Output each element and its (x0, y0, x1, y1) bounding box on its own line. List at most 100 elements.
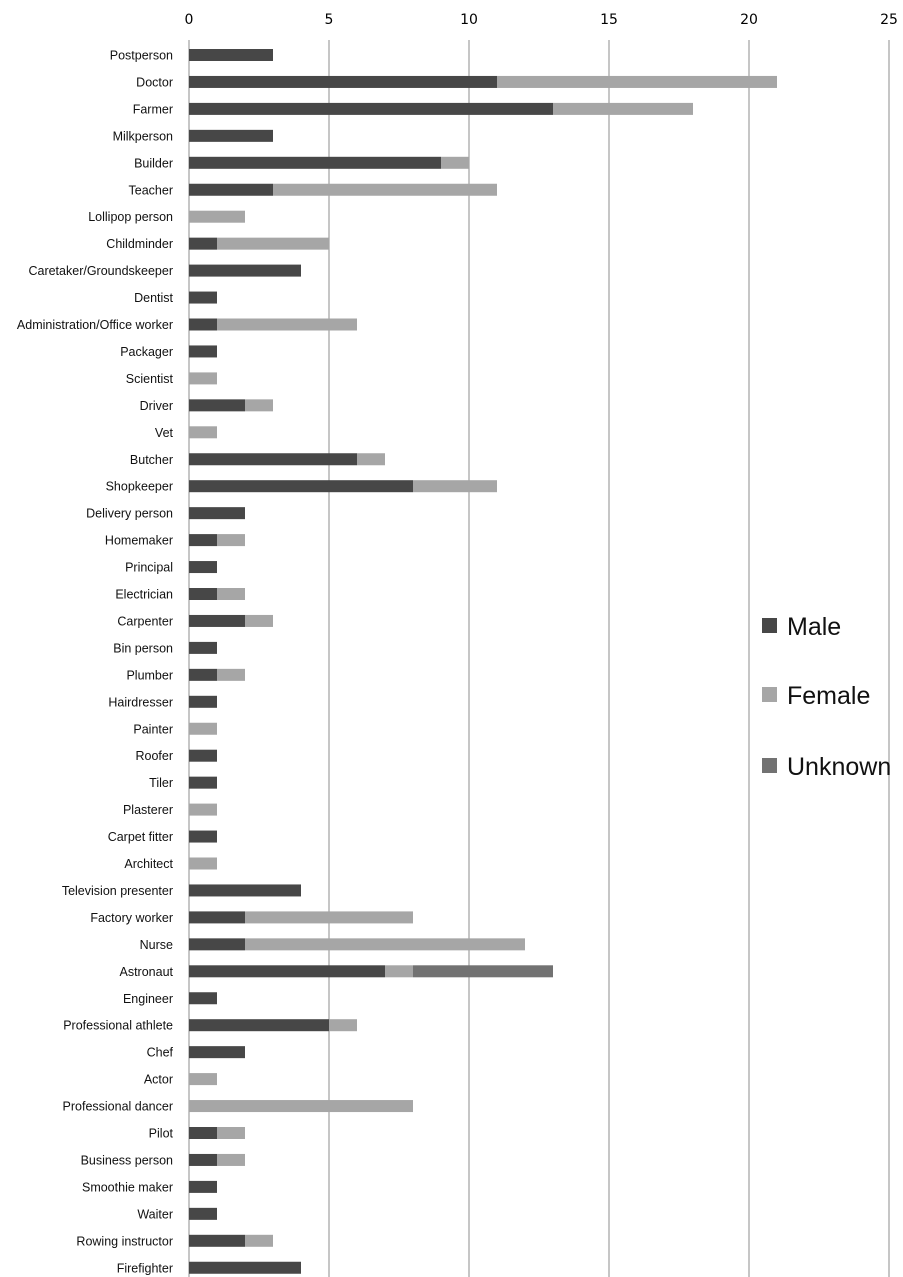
bar-segment-male (189, 884, 301, 897)
category-label: Architect (124, 857, 173, 871)
category-label: Rowing instructor (76, 1234, 173, 1248)
bar-segment-male (189, 992, 217, 1005)
bar-segment-male (189, 534, 217, 547)
bar-segment-male (189, 668, 217, 681)
legend-swatch-unknown (762, 758, 777, 773)
category-label: Scientist (126, 372, 174, 386)
x-tick-label: 5 (325, 12, 334, 28)
bar-segment-female (217, 1153, 245, 1166)
category-label: Plumber (126, 668, 173, 682)
bar-segment-male (189, 938, 245, 951)
category-label: Shopkeeper (106, 480, 173, 494)
bar-segment-male (189, 1234, 245, 1247)
bar-segment-male (189, 1127, 217, 1139)
category-label: Business person (81, 1153, 173, 1167)
category-label: Carpenter (117, 614, 173, 628)
bar-segment-female (189, 210, 245, 223)
bar-segment-male (189, 1153, 217, 1166)
bar-segment-male (189, 695, 217, 708)
category-labels: Postperson Doctor Farmer Milkperson Builder T… (17, 49, 174, 1276)
category-label: Postperson (110, 49, 173, 63)
legend-label-male: Male (787, 613, 841, 641)
category-label: Nurse (140, 938, 173, 952)
bar-segment-male (189, 614, 245, 627)
bar-segment-male (189, 1019, 329, 1032)
bar-segment-male (189, 102, 553, 115)
category-label: Professional dancer (63, 1100, 173, 1114)
category-label: Caretaker/Groundskeeper (28, 264, 173, 278)
bar-segment-female (189, 857, 217, 870)
bar-segment-male (189, 965, 385, 978)
legend-label-unknown: Unknown (787, 753, 891, 781)
bar-segment-unknown (413, 965, 553, 978)
category-label: Dentist (134, 291, 173, 305)
bar-segment-female (245, 911, 413, 924)
bar-segment-female (245, 399, 273, 412)
x-axis-ticks: 0 5 10 15 20 25 (185, 12, 898, 28)
bar-segment-female (441, 156, 469, 169)
bar-segment-male (189, 588, 217, 600)
bar-segment-female (245, 614, 273, 627)
bar-segment-female (245, 1234, 273, 1247)
category-label: Painter (133, 722, 173, 736)
bar-segment-female (217, 534, 245, 547)
category-label: Homemaker (105, 534, 173, 548)
category-label: Butcher (130, 453, 173, 467)
x-tick-label: 15 (600, 12, 618, 28)
bar-segment-female (189, 1100, 413, 1113)
x-tick-label: 10 (460, 12, 478, 28)
bar-segment-male (189, 1261, 301, 1274)
bar-segment-female (217, 588, 245, 600)
gridlines (188, 40, 890, 1277)
bars (189, 49, 777, 1274)
bar-segment-female (245, 938, 525, 951)
bar-segment-male (189, 749, 217, 762)
category-label: Engineer (123, 992, 173, 1006)
bar-segment-male (189, 129, 273, 142)
bar-segment-male (189, 183, 273, 196)
bar-segment-male (189, 264, 301, 277)
bar-segment-male (189, 641, 217, 654)
bar-segment-male (189, 1046, 245, 1059)
bar-segment-female (189, 426, 217, 439)
category-label: Bin person (113, 641, 173, 655)
bar-segment-female (189, 803, 217, 816)
bar-segment-male (189, 291, 217, 304)
legend: Male Female Unknown (762, 613, 891, 781)
bar-segment-male (189, 1207, 217, 1220)
bar-segment-female (553, 102, 693, 115)
category-label: Builder (134, 156, 173, 170)
bar-segment-male (189, 911, 245, 924)
category-label: Waiter (137, 1207, 173, 1221)
legend-swatch-female (762, 687, 777, 702)
x-tick-label: 20 (740, 12, 758, 28)
category-label: Firefighter (117, 1261, 173, 1275)
category-label: Teacher (129, 183, 173, 197)
bar-segment-female (189, 1073, 217, 1086)
bar-segment-male (189, 75, 497, 88)
bar-segment-male (189, 480, 413, 493)
category-label: Principal (125, 561, 173, 575)
category-label: Carpet fitter (108, 830, 173, 844)
category-label: Factory worker (90, 911, 173, 925)
legend-label-female: Female (787, 682, 870, 710)
category-label: Administration/Office worker (17, 318, 173, 332)
category-label: Television presenter (62, 884, 173, 898)
bar-segment-female (357, 453, 385, 466)
bar-segment-female (385, 965, 413, 978)
category-label: Electrician (115, 588, 173, 602)
bar-segment-male (189, 318, 217, 331)
bar-segment-female (497, 75, 777, 88)
category-label: Childminder (106, 237, 173, 251)
legend-swatch-male (762, 618, 777, 633)
category-label: Pilot (149, 1127, 174, 1141)
bar-segment-male (189, 399, 245, 412)
x-tick-label: 25 (880, 12, 898, 28)
category-label: Farmer (133, 102, 173, 116)
bar-segment-female (217, 318, 357, 331)
category-label: Astronaut (119, 965, 173, 979)
x-tick-label: 0 (185, 12, 194, 28)
bar-segment-male (189, 776, 217, 789)
bar-segment-female (189, 722, 217, 735)
